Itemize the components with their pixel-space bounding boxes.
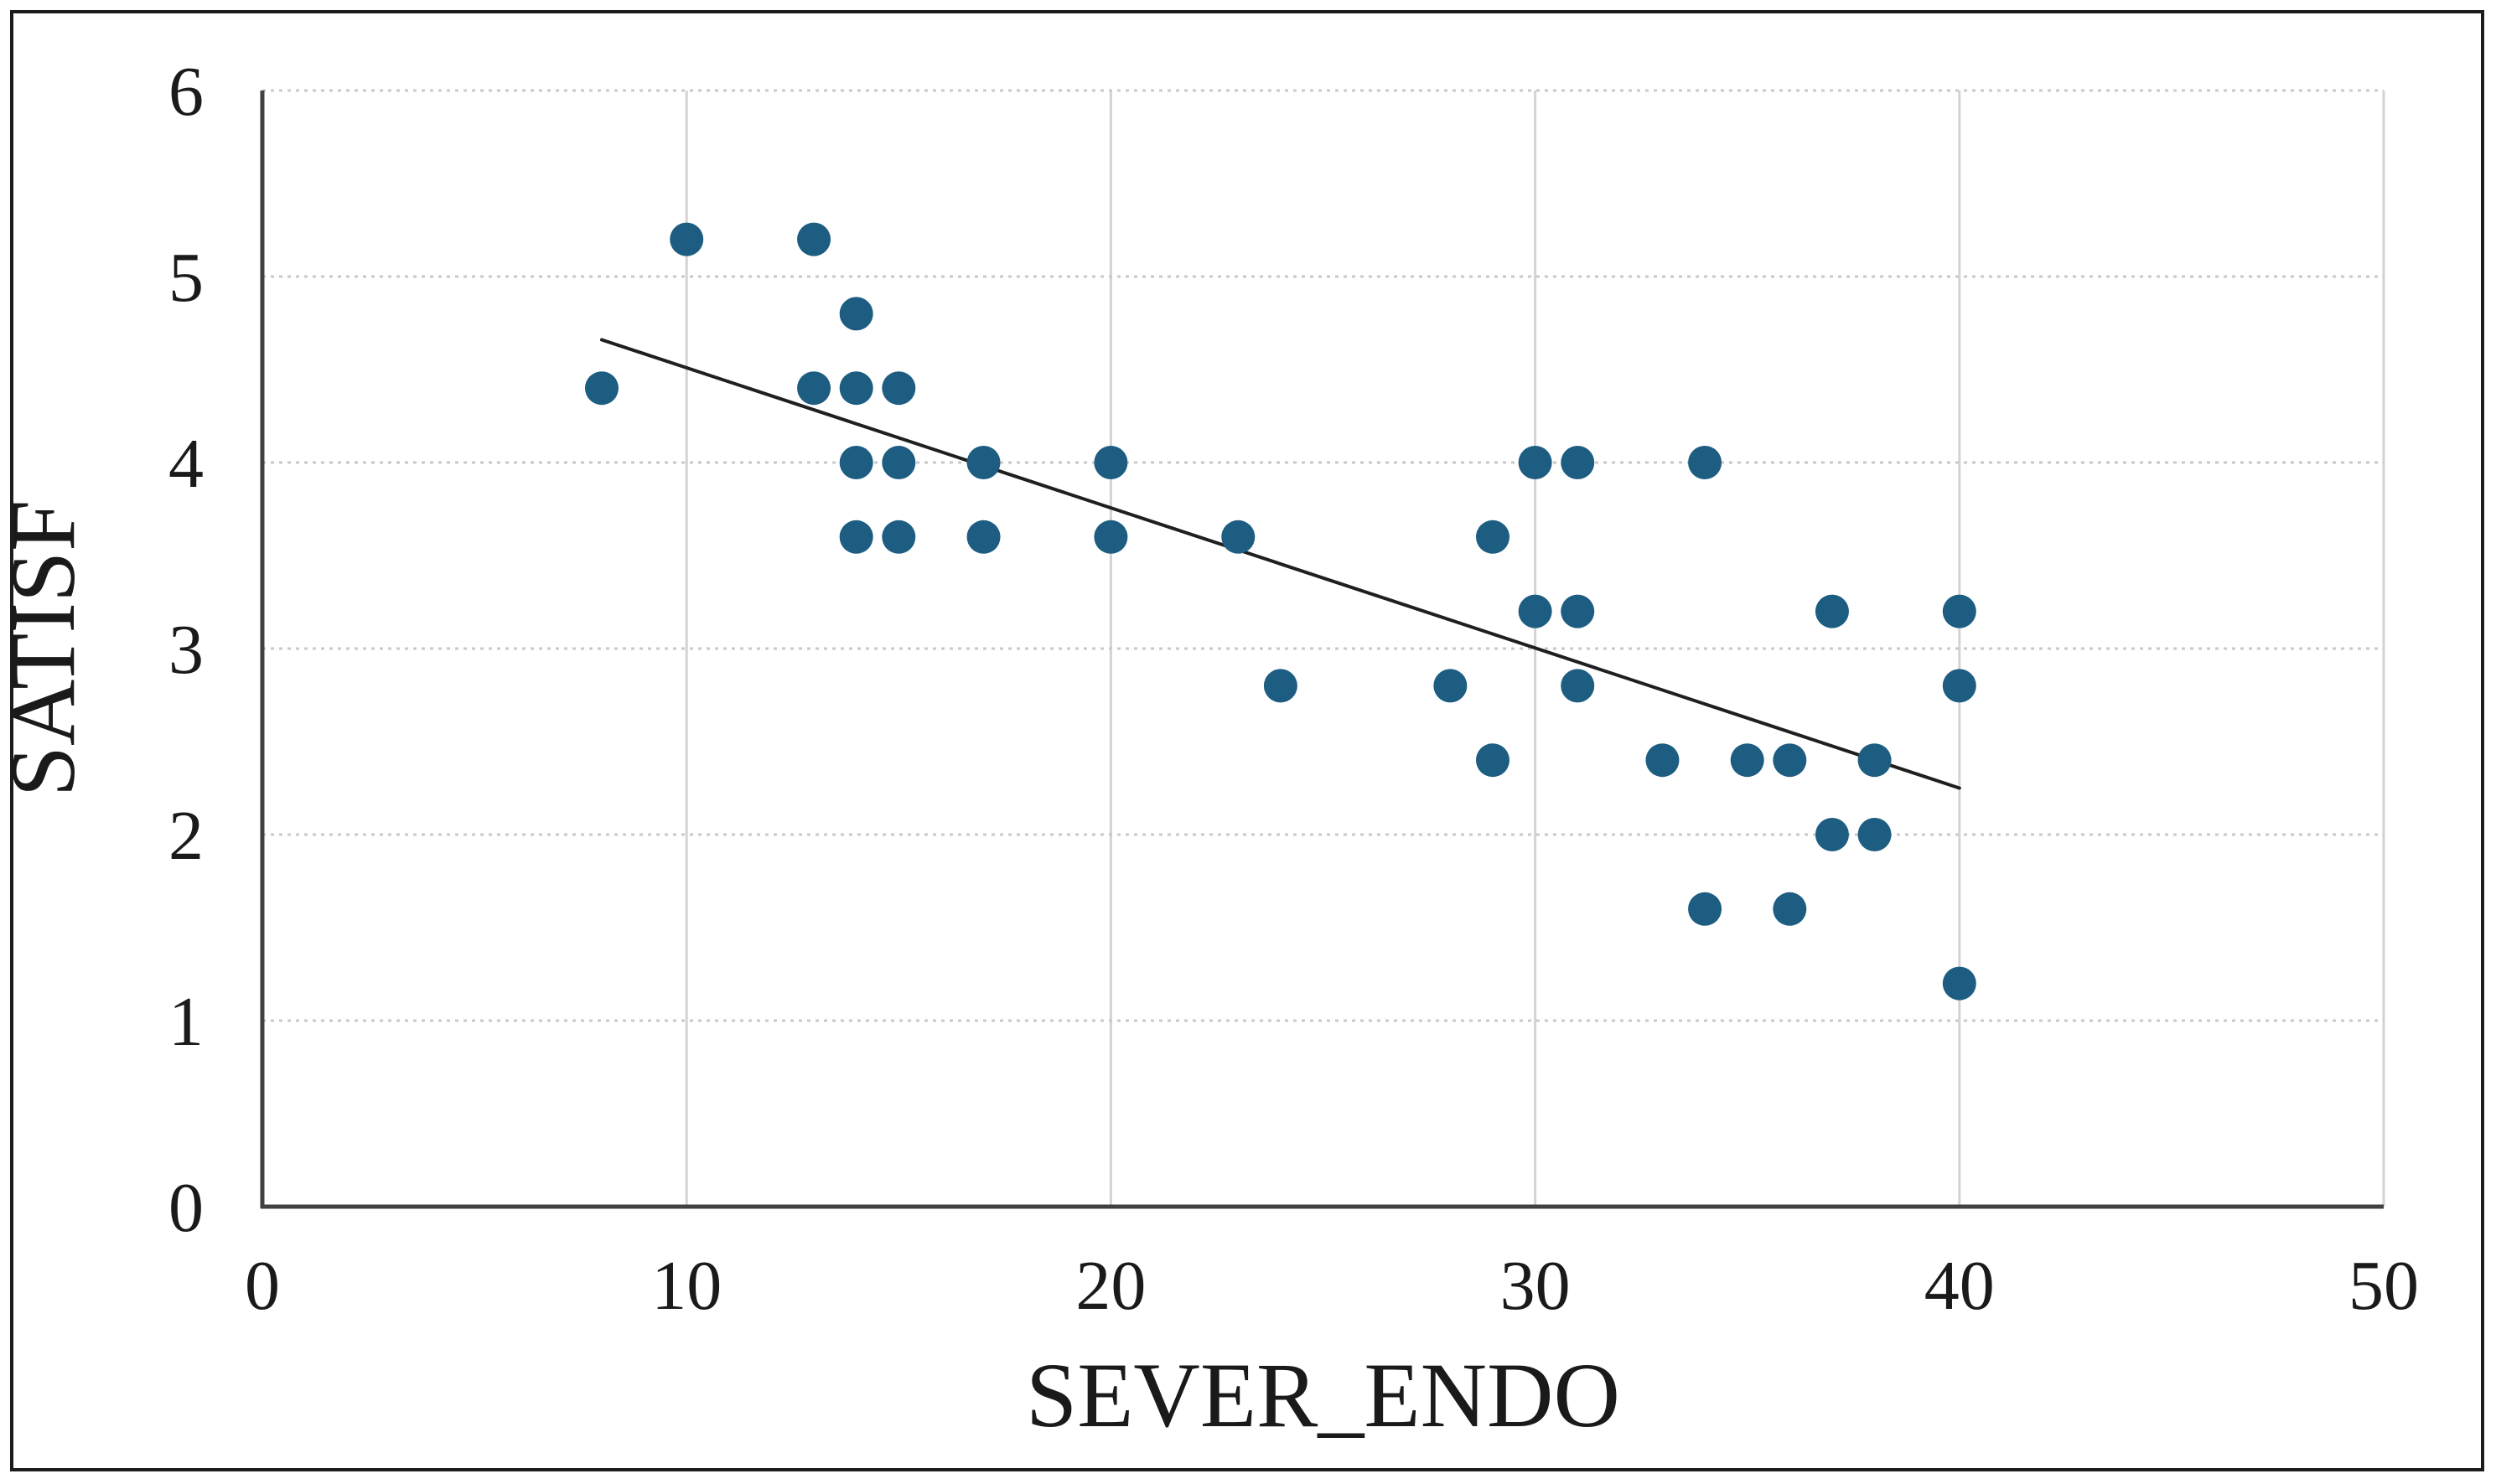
data-point — [1561, 594, 1595, 628]
data-point — [839, 446, 873, 479]
data-point — [670, 222, 704, 256]
data-point — [797, 371, 831, 406]
y-tick-label-4: 4 — [168, 425, 204, 503]
x-axis-tick-labels: 0 10 20 30 40 50 — [245, 1247, 2419, 1325]
x-tick-label-0: 0 — [245, 1247, 280, 1325]
data-point — [1094, 446, 1128, 479]
y-tick-label-5: 5 — [168, 239, 204, 317]
x-tick-label-50: 50 — [2348, 1247, 2419, 1325]
y-tick-label-0: 0 — [168, 1169, 204, 1247]
data-point — [966, 520, 1001, 554]
data-point — [1857, 818, 1892, 851]
data-point — [1645, 743, 1680, 778]
y-axis-tick-labels: 0 1 2 3 4 5 6 — [168, 53, 204, 1247]
data-point — [1094, 520, 1128, 554]
data-point — [1688, 892, 1722, 926]
data-point — [1475, 743, 1510, 778]
x-tick-label-20: 20 — [1075, 1247, 1146, 1325]
data-point — [1942, 594, 1976, 628]
data-point — [797, 222, 831, 256]
data-point — [584, 371, 619, 406]
data-point — [966, 446, 1001, 479]
data-point — [882, 520, 916, 554]
x-axis-title: SEVER_ENDO — [1026, 1344, 1620, 1446]
data-point — [1518, 446, 1552, 479]
horizontal-gridlines — [262, 89, 2384, 1022]
data-point — [1518, 594, 1552, 628]
data-point — [1561, 446, 1595, 479]
data-point — [1815, 818, 1849, 851]
data-point — [1730, 743, 1764, 778]
data-point — [1561, 669, 1595, 703]
data-points — [584, 222, 1976, 1001]
y-tick-label-3: 3 — [168, 611, 204, 689]
data-point — [1688, 446, 1722, 479]
y-axis-title: SATISF — [0, 500, 94, 798]
x-tick-label-10: 10 — [651, 1247, 722, 1325]
y-tick-label-2: 2 — [168, 797, 204, 875]
data-point — [1433, 669, 1468, 703]
data-point — [1815, 594, 1849, 628]
data-point — [1942, 669, 1976, 703]
data-point — [1773, 743, 1807, 778]
data-point — [839, 297, 873, 331]
data-point — [1857, 743, 1892, 778]
y-tick-label-6: 6 — [168, 53, 204, 131]
data-point — [882, 371, 916, 406]
data-point — [1221, 520, 1256, 554]
data-point — [1475, 520, 1510, 554]
x-tick-label-30: 30 — [1500, 1247, 1571, 1325]
figure-border — [10, 10, 2484, 1471]
y-tick-label-1: 1 — [168, 983, 204, 1061]
data-point — [839, 520, 873, 554]
data-point — [839, 371, 873, 406]
data-point — [882, 446, 916, 479]
data-point — [1263, 669, 1297, 703]
data-point — [1773, 892, 1807, 926]
trendline — [599, 338, 1961, 790]
x-tick-label-40: 40 — [1924, 1247, 1995, 1325]
data-point — [1942, 966, 1976, 1001]
